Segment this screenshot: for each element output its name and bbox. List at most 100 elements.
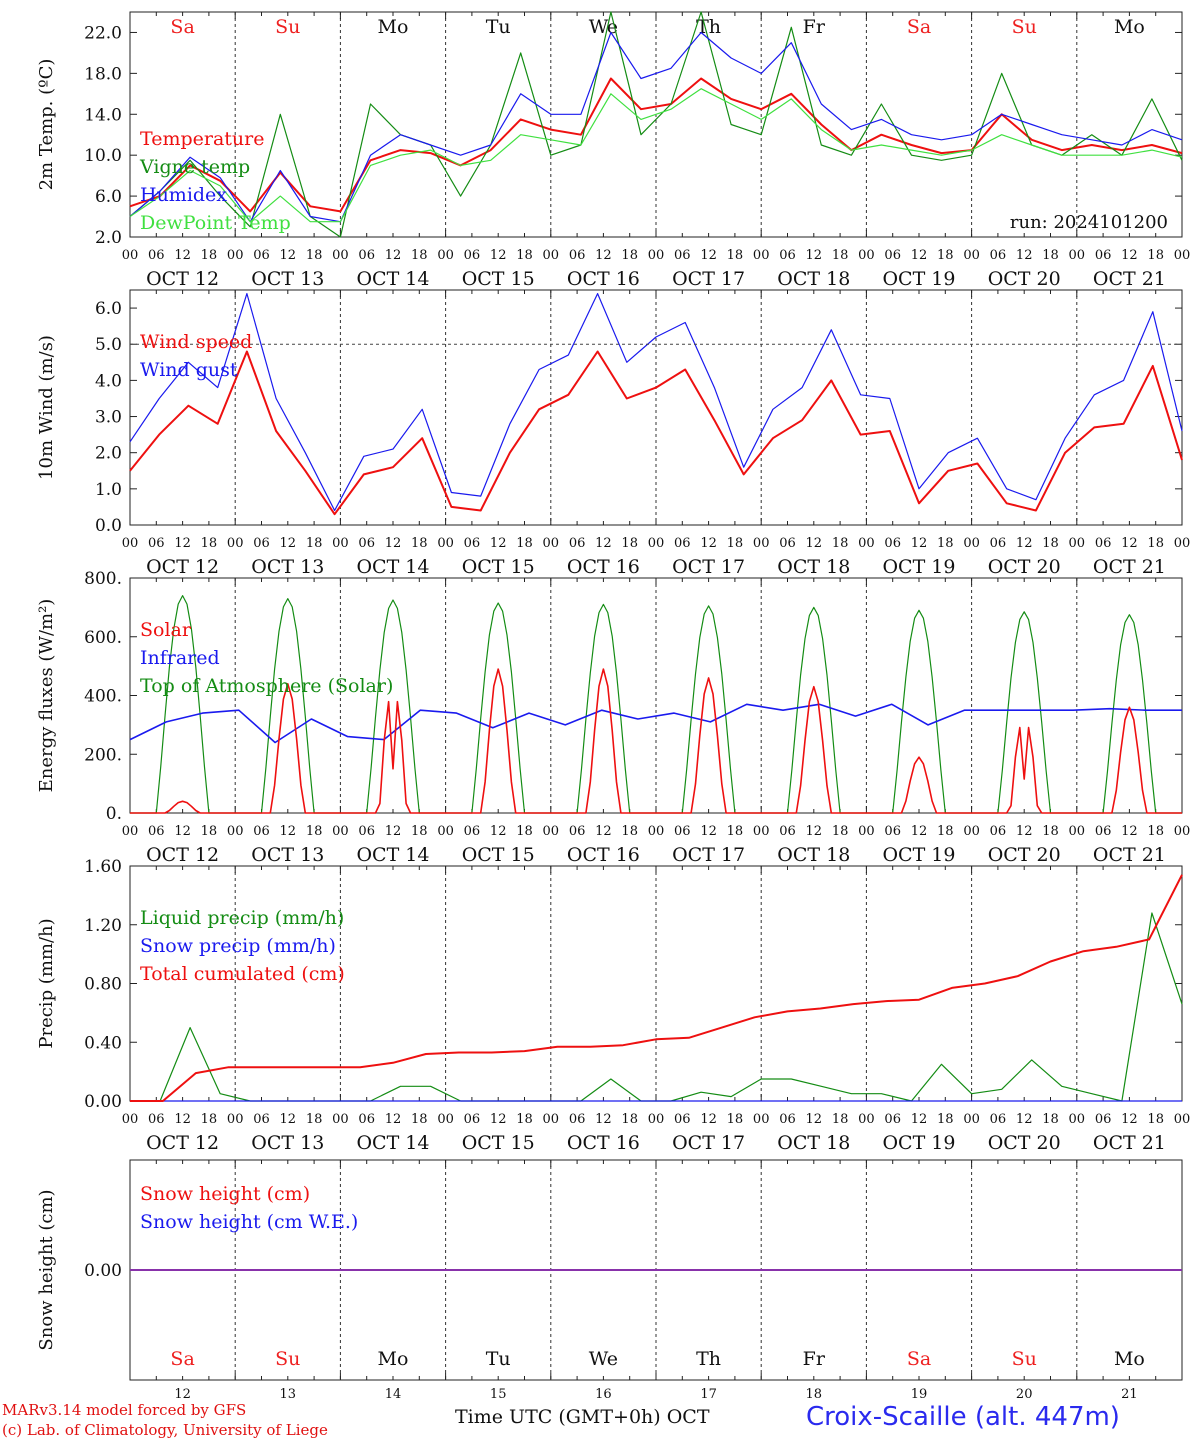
day-number-label: 17 [700, 1387, 717, 1402]
series-humidex [129, 31, 1183, 223]
weekday-label: We [589, 16, 618, 38]
station-name: Croix-Scaille (alt. 447m) [806, 1402, 1120, 1432]
hour-tick-label: 18 [306, 1112, 323, 1127]
day-number-label: 13 [280, 1387, 297, 1402]
day-number-label: 15 [490, 1387, 507, 1402]
y-tick-label: 2.0 [95, 228, 122, 248]
hour-tick-label: 00 [858, 1112, 875, 1127]
hour-tick-label: 18 [516, 536, 533, 551]
hour-tick-label: 06 [464, 536, 481, 551]
date-label: OCT 15 [462, 268, 535, 290]
hour-tick-label: 12 [490, 1112, 507, 1127]
legend-entry: Humidex [140, 184, 227, 206]
y-tick-label: 800. [84, 569, 122, 589]
hour-tick-label: 06 [674, 536, 691, 551]
hour-tick-label: 12 [280, 248, 297, 263]
hour-tick-label: 12 [1016, 536, 1033, 551]
y-axis-label: Precip (mm/h) [36, 918, 57, 1048]
hour-tick-label: 18 [621, 824, 638, 839]
hour-tick-label: 06 [148, 536, 165, 551]
credit-line-1: MARv3.14 model forced by GFS [2, 1401, 247, 1419]
hour-tick-label: 12 [700, 1112, 717, 1127]
date-label: OCT 19 [882, 268, 955, 290]
hour-tick-label: 12 [806, 824, 823, 839]
day-number-label: 21 [1121, 1387, 1138, 1402]
date-label: OCT 18 [777, 268, 850, 290]
hour-tick-label: 06 [884, 1112, 901, 1127]
hour-tick-label: 12 [1016, 824, 1033, 839]
date-label: OCT 20 [988, 844, 1061, 866]
y-tick-label: 0. [106, 804, 122, 824]
legend-entry: Wind gust [140, 359, 238, 381]
hour-tick-label: 00 [963, 536, 980, 551]
hour-tick-label: 06 [253, 536, 270, 551]
hour-tick-label: 00 [1069, 824, 1086, 839]
day-number-label: 14 [385, 1387, 402, 1402]
hour-tick-label: 00 [543, 536, 560, 551]
hour-tick-label: 12 [700, 248, 717, 263]
date-label: OCT 17 [672, 268, 745, 290]
hour-tick-label: 00 [753, 248, 770, 263]
hour-tick-label: 18 [411, 824, 428, 839]
hour-tick-label: 18 [621, 248, 638, 263]
legend-entry: Total cumulated (cm) [140, 963, 345, 985]
weekday-label: Sa [170, 1348, 194, 1370]
hour-tick-label: 00 [122, 1112, 139, 1127]
date-label: OCT 15 [462, 844, 535, 866]
date-label: OCT 17 [672, 556, 745, 578]
series-infrared [129, 703, 1182, 744]
hour-tick-label: 06 [148, 824, 165, 839]
hour-tick-label: 12 [490, 248, 507, 263]
weekday-label: Fr [803, 1348, 826, 1370]
y-axis-label: Energy fluxes (W/m²) [36, 599, 57, 793]
hour-tick-label: 00 [858, 536, 875, 551]
date-label: OCT 12 [146, 268, 219, 290]
hour-tick-label: 06 [1095, 536, 1112, 551]
hour-tick-label: 12 [280, 1112, 297, 1127]
hour-tick-label: 18 [937, 536, 954, 551]
series-wind-speed [129, 350, 1183, 516]
hour-tick-label: 12 [700, 824, 717, 839]
legend-entry: Snow height (cm W.E.) [140, 1211, 358, 1233]
hour-tick-label: 06 [884, 536, 901, 551]
y-tick-label: 2.0 [95, 444, 122, 464]
day-number-label: 19 [911, 1387, 928, 1402]
date-label: OCT 20 [988, 556, 1061, 578]
hour-tick-label: 18 [937, 1112, 954, 1127]
series-solar [130, 668, 1182, 814]
hour-tick-label: 12 [174, 824, 191, 839]
hour-tick-label: 00 [648, 1112, 665, 1127]
y-tick-label: 0.00 [84, 1261, 122, 1281]
y-tick-label: 4.0 [95, 371, 122, 391]
hour-tick-label: 18 [411, 248, 428, 263]
weekday-label: Tu [486, 16, 511, 38]
hour-tick-label: 18 [516, 1112, 533, 1127]
hour-tick-label: 18 [1042, 824, 1059, 839]
x-axis-title: Time UTC (GMT+0h) OCT [455, 1406, 710, 1428]
y-tick-label: 1.60 [84, 857, 122, 877]
hour-tick-label: 18 [1042, 1112, 1059, 1127]
legend-entry: Vigne temp [139, 156, 250, 178]
hour-tick-label: 06 [884, 248, 901, 263]
weekday-label: Sa [907, 16, 931, 38]
hour-tick-label: 06 [464, 1112, 481, 1127]
hour-tick-label: 06 [674, 824, 691, 839]
hour-tick-label: 00 [648, 248, 665, 263]
weekday-label: Su [275, 16, 300, 38]
y-tick-label: 400. [84, 687, 122, 707]
hour-tick-label: 18 [832, 1112, 849, 1127]
weekday-label: Fr [803, 16, 826, 38]
hour-tick-label: 18 [1147, 824, 1164, 839]
hour-tick-label: 12 [174, 248, 191, 263]
hour-tick-label: 18 [1147, 536, 1164, 551]
weekday-label: Th [696, 16, 721, 38]
date-label: OCT 16 [567, 268, 640, 290]
date-label: OCT 17 [672, 1132, 745, 1154]
hour-tick-label: 18 [937, 824, 954, 839]
hour-tick-label: 12 [595, 1112, 612, 1127]
hour-tick-label: 00 [332, 248, 349, 263]
credit-line-2: (c) Lab. of Climatology, University of L… [2, 1421, 328, 1439]
hour-tick-label: 00 [1174, 248, 1191, 263]
date-label: OCT 15 [462, 556, 535, 578]
date-label: OCT 21 [1093, 268, 1166, 290]
